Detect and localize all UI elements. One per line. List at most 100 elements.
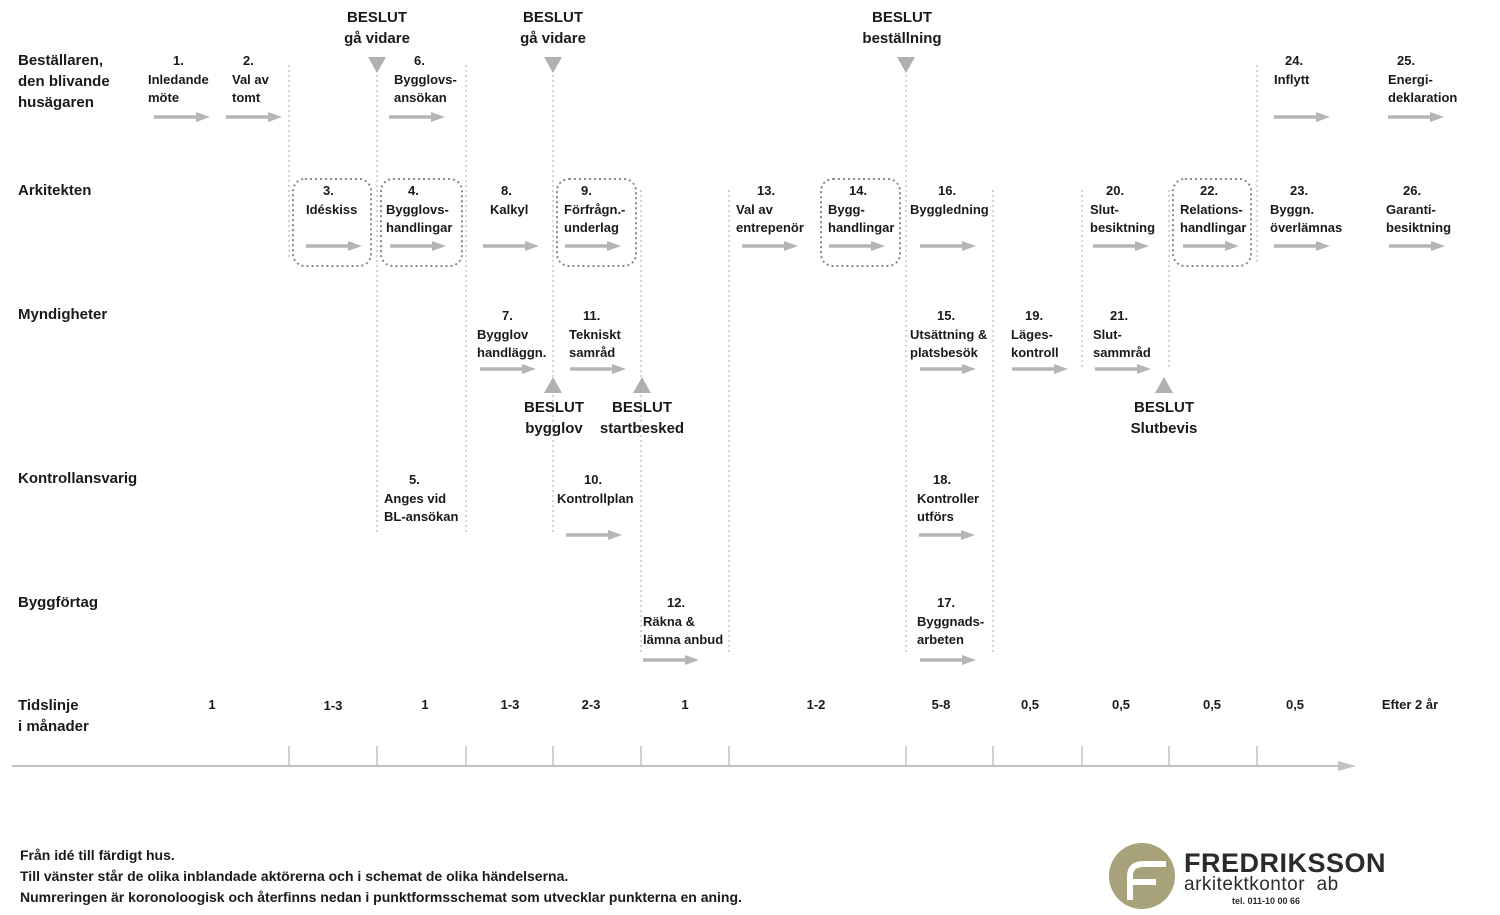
decision-triangle-icon	[1155, 377, 1173, 393]
arrow-head-icon	[1430, 112, 1444, 122]
step-3: 3. Idéskiss	[306, 182, 357, 219]
step-label: Byggledning	[910, 201, 989, 217]
step-11: 11. Tekniskt samråd	[569, 307, 621, 363]
step-label: Byggn. överlämnas	[1270, 201, 1343, 236]
decision-start-notice: BESLUT startbesked	[599, 399, 685, 437]
step-number: 22.	[1200, 183, 1219, 198]
arrow-head-icon	[1225, 241, 1239, 251]
role-inspector: Kontrollansvarig	[18, 470, 138, 487]
step-label: Anges vid BL-ansökan	[384, 490, 459, 525]
step-number: 18.	[933, 472, 952, 487]
step-number: 6.	[414, 53, 425, 68]
step-number: 25.	[1397, 53, 1416, 68]
role-client: Beställaren, den blivande husägaren	[18, 52, 110, 111]
arrow-head-icon	[607, 241, 621, 251]
footer-line: Från idé till färdigt hus.	[20, 847, 175, 863]
decision-go-ahead-2: BESLUT gå vidare	[520, 9, 586, 47]
step-number: 19.	[1025, 308, 1044, 323]
step-label: Läges- kontroll	[1011, 326, 1059, 361]
logo-subtitle: arkitektkontor ab	[1184, 874, 1339, 895]
duration-label: 2-3	[581, 697, 601, 712]
arrow-head-icon	[431, 112, 445, 122]
arrow-head-icon	[962, 364, 976, 374]
footer-line: Till vänster står de olika inblandade ak…	[20, 868, 569, 884]
step-label: Val av tomt	[232, 71, 269, 106]
step-number: 15.	[937, 308, 956, 323]
dotted-box	[292, 178, 372, 267]
arrow-head-icon	[1135, 241, 1149, 251]
arrow-head-icon	[961, 530, 975, 540]
step-number: 8.	[501, 183, 512, 198]
step-label: Bygglov handläggn.	[477, 326, 547, 361]
decision-building-permit: BESLUT bygglov	[524, 399, 584, 437]
step-20: 20. Slut- besiktning	[1090, 182, 1155, 238]
duration-label: Efter 2 år	[1381, 697, 1439, 712]
step-label: Idéskiss	[306, 201, 358, 217]
company-logo: FREDRIKSSON arkitektkontor ab tel. 011-1…	[1108, 842, 1386, 912]
step-9: 9. Förfrågn.- underlag	[564, 182, 625, 238]
step-number: 26.	[1403, 183, 1422, 198]
step-label: Garanti- besiktning	[1386, 201, 1452, 236]
duration-label: 0,5	[1020, 697, 1040, 712]
logo-mark-icon	[1109, 843, 1175, 909]
arrow-head-icon	[871, 241, 885, 251]
step-26: 26. Garanti- besiktning	[1386, 182, 1451, 238]
arrow-head-icon	[1316, 112, 1330, 122]
arrow-head-icon	[268, 112, 282, 122]
step-label: Energi- deklaration	[1388, 71, 1458, 106]
step-number: 17.	[937, 595, 956, 610]
step-number: 13.	[757, 183, 776, 198]
arrow-head-icon	[348, 241, 362, 251]
duration-label: 1-2	[806, 697, 826, 712]
timeline-arrow-icon	[1338, 761, 1356, 771]
duration-label: 1	[681, 697, 689, 712]
step-label: Räkna & lämna anbud	[643, 613, 724, 648]
step-12: 12. Räkna & lämna anbud	[643, 594, 723, 650]
decision-triangle-icon	[544, 57, 562, 73]
step-6: 6. Bygglovs- ansökan	[394, 52, 457, 108]
timeline-label: Tidslinje i månader	[18, 697, 89, 735]
duration-label: 1	[421, 697, 429, 712]
logo-phone: tel. 011-10 00 66	[1232, 896, 1301, 906]
step-number: 10.	[584, 472, 603, 487]
duration-label: 0,5	[1285, 697, 1305, 712]
step-22: 22. Relations- handlingar	[1180, 182, 1246, 238]
arrow-head-icon	[612, 364, 626, 374]
step-number: 23.	[1290, 183, 1309, 198]
step-label: Val av entrepenör	[736, 201, 804, 236]
arrow-head-icon	[196, 112, 210, 122]
arrow-head-icon	[784, 241, 798, 251]
step-15: 15. Utsättning & platsbesök	[910, 307, 987, 363]
role-architect: Arkitekten	[18, 182, 92, 199]
footer-note: Från idé till färdigt hus. Till vänster …	[20, 845, 742, 908]
step-17: 17. Byggnads- arbeten	[917, 594, 984, 650]
duration-label: 0,5	[1202, 697, 1222, 712]
step-19: 19. Läges- kontroll	[1011, 307, 1059, 363]
step-number: 5.	[409, 472, 420, 487]
step-label: Bygglovs- handlingar	[386, 201, 453, 236]
decision-triangle-icon	[544, 377, 562, 393]
arrow-head-icon	[1316, 241, 1330, 251]
step-13: 13. Val av entrepenör	[736, 182, 804, 238]
step-21: 21. Slut- sammråd	[1093, 307, 1151, 363]
duration-label: 1-3	[323, 698, 343, 713]
step-14: 14. Bygg- handlingar	[828, 182, 894, 238]
step-10: 10. Kontrollplan	[557, 471, 634, 508]
decision-completion-certificate: BESLUT Slutbevis	[1130, 399, 1198, 437]
step-2: 2. Val av tomt	[232, 52, 269, 108]
step-number: 21.	[1110, 308, 1129, 323]
step-label: Inflytt	[1274, 71, 1310, 87]
step-1: 1. Inledande möte	[148, 52, 209, 108]
step-number: 11.	[583, 308, 601, 323]
step-number: 7.	[502, 308, 513, 323]
arrow-head-icon	[1054, 364, 1068, 374]
step-label: Relations- handlingar	[1180, 201, 1247, 236]
step-24: 24. Inflytt	[1274, 52, 1309, 89]
arrow-head-icon	[962, 655, 976, 665]
arrow-head-icon	[1137, 364, 1151, 374]
step-number: 9.	[581, 183, 592, 198]
step-4: 4. Bygglovs- handlingar	[386, 182, 452, 238]
dotted-box	[1172, 178, 1252, 267]
decision-order: BESLUT beställning	[862, 9, 942, 47]
